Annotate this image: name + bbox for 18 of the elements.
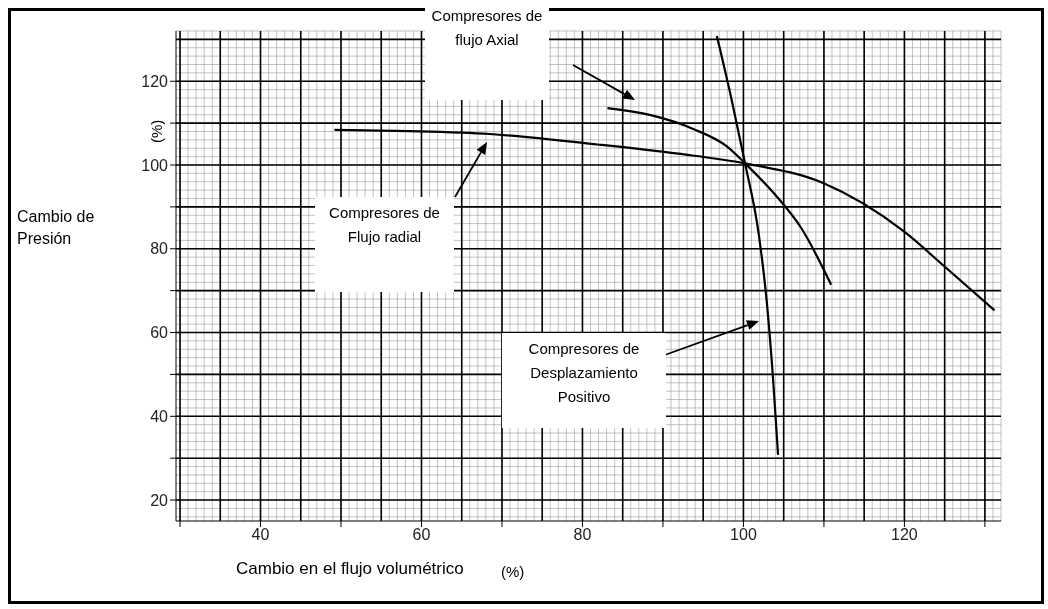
x-tick-label: 40 bbox=[251, 526, 270, 544]
text: (%) bbox=[148, 119, 165, 144]
y-axis-title: Cambio de Presión bbox=[17, 206, 96, 249]
y-tick-label: 60 bbox=[150, 324, 169, 342]
y-tick-label: 20 bbox=[150, 491, 169, 509]
annotation: Compresores de flujo Axial bbox=[430, 6, 544, 50]
x-axis-title: Cambio en el flujo volumétrico bbox=[236, 559, 464, 579]
y-tick-label: 80 bbox=[150, 240, 169, 258]
annotation: Compresores de Flujo radial bbox=[328, 203, 441, 247]
x-tick-label: 100 bbox=[730, 526, 757, 544]
y-tick-label: 120 bbox=[141, 72, 169, 90]
text: (%) bbox=[501, 563, 525, 580]
annotation: Compresores de Desplazamiento Positivo bbox=[527, 339, 641, 407]
x-tick-label: 60 bbox=[412, 526, 431, 544]
y-tick-label: 40 bbox=[150, 407, 169, 425]
x-tick-label: 80 bbox=[573, 526, 592, 544]
y-tick-label: 100 bbox=[141, 156, 169, 174]
x-tick-label: 120 bbox=[891, 526, 918, 544]
